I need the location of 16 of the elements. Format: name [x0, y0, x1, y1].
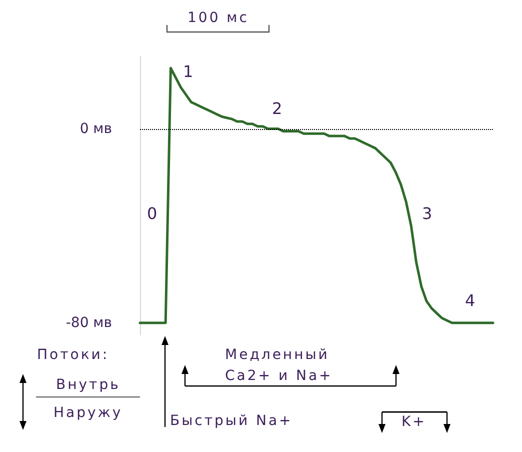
text: Наружу — [54, 405, 123, 421]
y-tick-label: -80 мв — [66, 314, 112, 331]
line-series — [138, 66, 494, 324]
text: 100 мс — [188, 10, 249, 26]
text: Быстрый Na+ — [170, 413, 293, 429]
text: Ca2+ и Na+ — [225, 368, 333, 384]
annotation: 4 — [465, 291, 476, 310]
annotation: 3 — [422, 204, 432, 223]
annotation: 2 — [272, 99, 282, 118]
text: Медленный — [225, 347, 330, 363]
annotation: 1 — [183, 62, 194, 81]
y-tick-label: 0 мв — [80, 120, 112, 137]
annotation: 0 — [147, 204, 158, 223]
text: Внутрь — [56, 377, 120, 393]
text: K+ — [402, 414, 426, 430]
text: Потоки: — [37, 347, 110, 363]
